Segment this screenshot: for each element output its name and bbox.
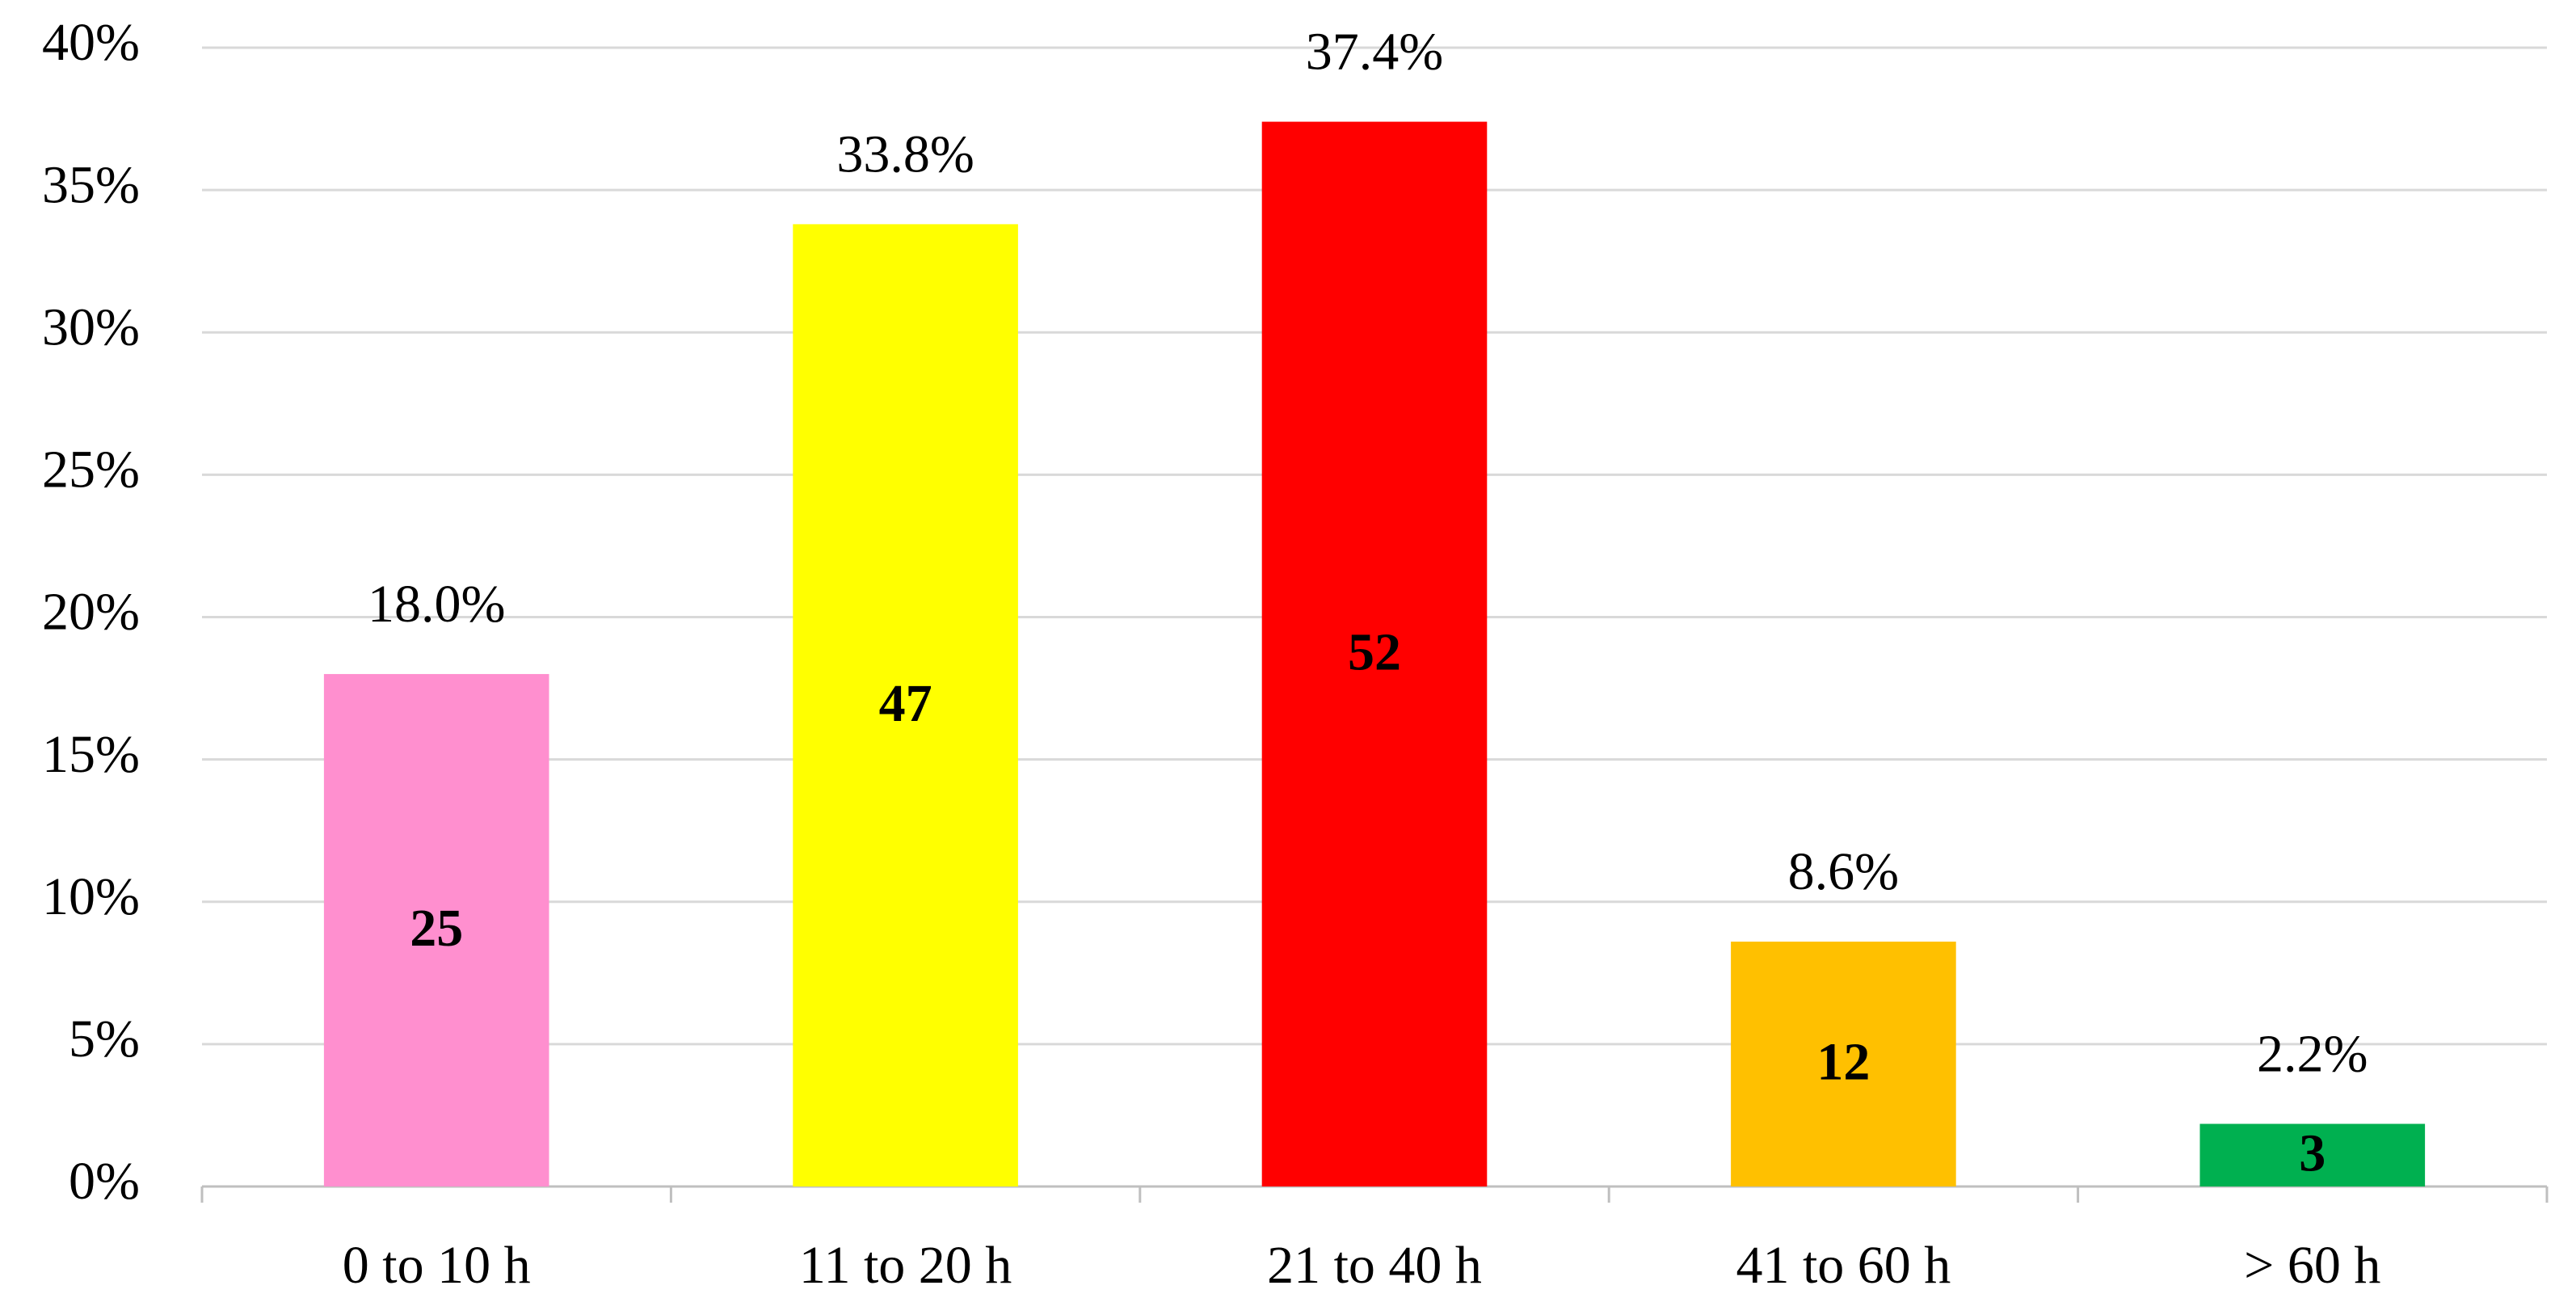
value-label: 18.0% — [368, 575, 505, 634]
count-label: 12 — [1816, 1033, 1870, 1092]
count-label: 25 — [410, 899, 463, 958]
y-tick-label: 20% — [42, 583, 140, 642]
bar — [1261, 121, 1488, 1187]
y-tick-label: 15% — [42, 725, 140, 784]
y-tick-label: 30% — [42, 297, 140, 356]
x-tick-label: > 60 h — [2244, 1236, 2380, 1295]
value-label: 33.8% — [836, 125, 974, 184]
count-label: 52 — [1348, 622, 1401, 681]
y-tick-label: 10% — [42, 867, 140, 926]
x-tick-label: 0 to 10 h — [343, 1236, 531, 1295]
bar — [1731, 942, 1956, 1186]
y-tick-label: 0% — [69, 1152, 140, 1211]
bar — [793, 224, 1018, 1186]
x-tick-label: 21 to 40 h — [1267, 1236, 1482, 1295]
value-label: 37.4% — [1306, 23, 1443, 82]
y-tick-label: 35% — [42, 155, 140, 214]
y-tick-label: 5% — [69, 1009, 140, 1068]
y-tick-label: 40% — [42, 13, 140, 72]
count-label: 3 — [2299, 1123, 2326, 1182]
count-label: 47 — [879, 674, 932, 733]
bar — [2199, 1123, 2426, 1186]
x-tick-label: 41 to 60 h — [1736, 1236, 1951, 1295]
bar — [323, 673, 549, 1186]
y-tick-label: 25% — [42, 440, 140, 499]
value-label: 8.6% — [1788, 842, 1899, 901]
value-label: 2.2% — [2257, 1025, 2368, 1084]
x-tick-label: 11 to 20 h — [799, 1236, 1012, 1295]
